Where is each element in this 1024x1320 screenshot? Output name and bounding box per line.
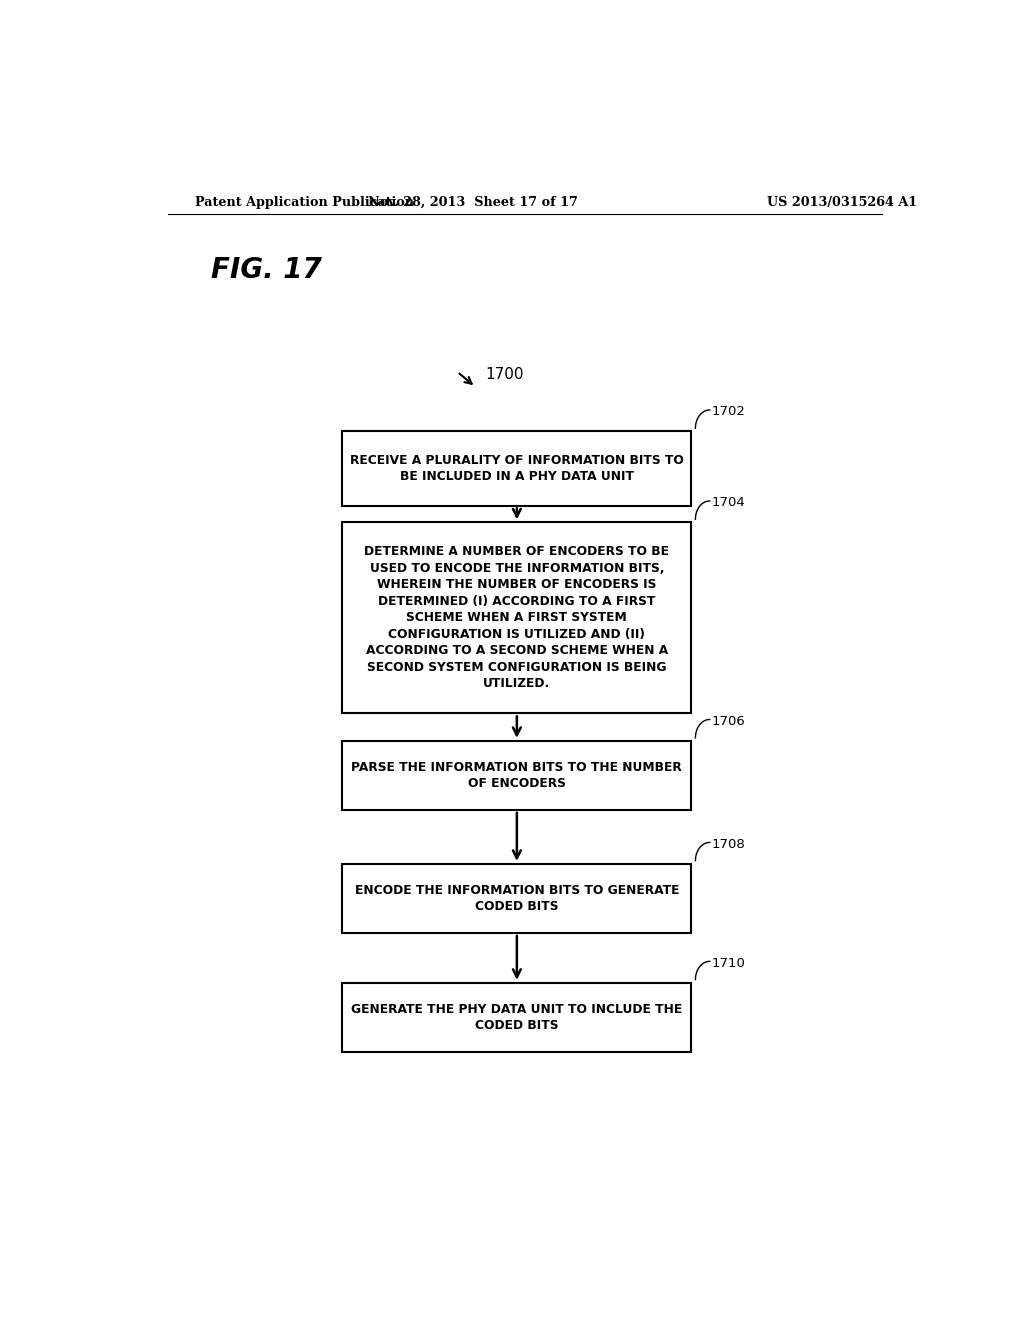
Bar	[342, 863, 691, 933]
Text: Patent Application Publication: Patent Application Publication	[196, 195, 415, 209]
Text: 1702: 1702	[712, 405, 745, 418]
Bar	[342, 432, 691, 506]
Text: 1708: 1708	[712, 838, 745, 851]
Text: RECEIVE A PLURALITY OF INFORMATION BITS TO
BE INCLUDED IN A PHY DATA UNIT: RECEIVE A PLURALITY OF INFORMATION BITS …	[350, 454, 684, 483]
Text: ENCODE THE INFORMATION BITS TO GENERATE
CODED BITS: ENCODE THE INFORMATION BITS TO GENERATE …	[354, 883, 679, 913]
Text: PARSE THE INFORMATION BITS TO THE NUMBER
OF ENCODERS: PARSE THE INFORMATION BITS TO THE NUMBER…	[351, 760, 682, 791]
Text: DETERMINE A NUMBER OF ENCODERS TO BE
USED TO ENCODE THE INFORMATION BITS,
WHEREI: DETERMINE A NUMBER OF ENCODERS TO BE USE…	[365, 545, 670, 690]
Text: 1700: 1700	[485, 367, 523, 381]
Bar	[342, 982, 691, 1052]
Bar	[342, 741, 691, 810]
Bar	[342, 523, 691, 713]
Text: 1710: 1710	[712, 957, 745, 970]
Text: 1706: 1706	[712, 715, 745, 727]
Text: 1704: 1704	[712, 496, 745, 510]
Text: FIG. 17: FIG. 17	[211, 256, 323, 284]
Text: US 2013/0315264 A1: US 2013/0315264 A1	[767, 195, 918, 209]
Text: GENERATE THE PHY DATA UNIT TO INCLUDE THE
CODED BITS: GENERATE THE PHY DATA UNIT TO INCLUDE TH…	[351, 1002, 682, 1032]
Text: Nov. 28, 2013  Sheet 17 of 17: Nov. 28, 2013 Sheet 17 of 17	[369, 195, 579, 209]
